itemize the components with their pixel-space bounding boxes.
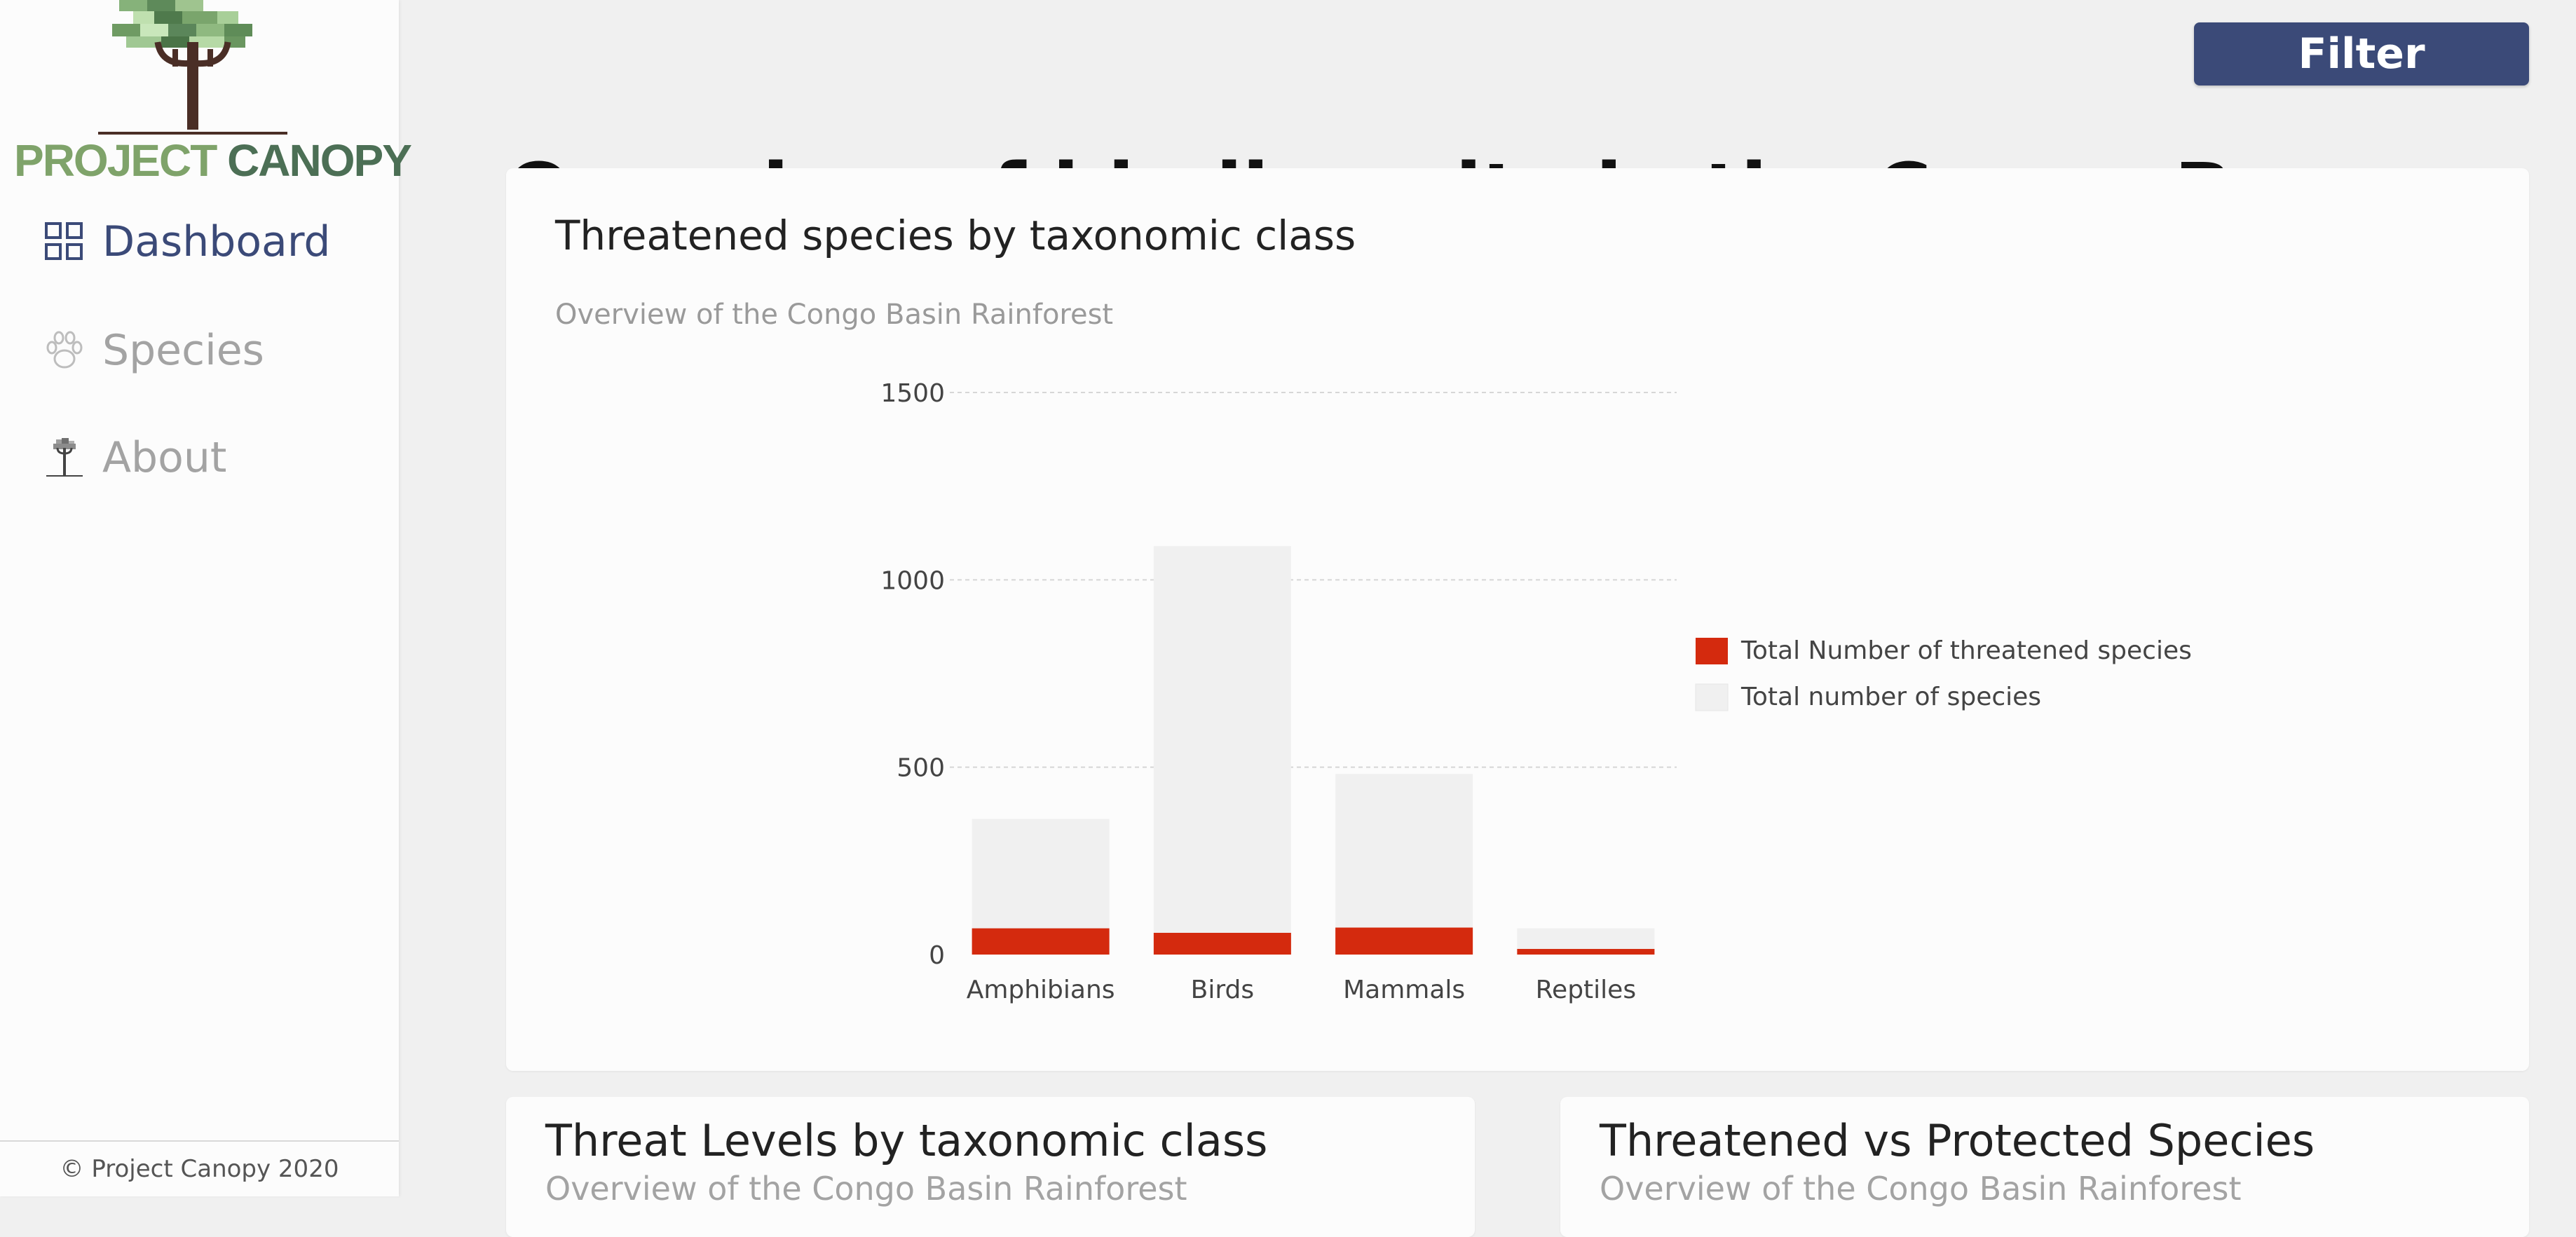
legend-swatch xyxy=(1696,638,1728,664)
card-title: Threatened species by taxonomic class xyxy=(555,212,1356,259)
logo-word-1: PROJECT xyxy=(14,135,217,186)
sidebar-item-dashboard[interactable]: Dashboard xyxy=(42,210,331,273)
project-canopy-logo[interactable]: PROJECT CANOPY xyxy=(7,0,412,186)
y-tick-label: 500 xyxy=(897,754,945,783)
bar-threatened-species xyxy=(1335,927,1473,955)
card-subtitle: Overview of the Congo Basin Rainforest xyxy=(545,1170,1187,1208)
tree-icon xyxy=(46,438,83,477)
legend-label: Total number of species xyxy=(1740,683,2041,711)
x-tick-label: Mammals xyxy=(1343,976,1465,1004)
card-title: Threatened vs Protected Species xyxy=(1600,1115,2315,1166)
sidebar: PROJECT CANOPY Dashboard Species xyxy=(0,0,412,1196)
sidebar-item-about[interactable]: About xyxy=(42,426,226,489)
threatened-species-chart: 0 500 1000 1500 Amphibians Birds Mammals Reptil… xyxy=(880,379,2192,1004)
x-tick-label: Birds xyxy=(1191,976,1254,1004)
sidebar-item-label: Species xyxy=(102,326,264,375)
sidebar-item-label: About xyxy=(102,433,227,482)
filter-button[interactable]: Filter xyxy=(2194,22,2529,86)
y-tick-label: 1000 xyxy=(880,566,945,595)
threat-levels-card: Threat Levels by taxonomic class Overvie… xyxy=(506,1097,1475,1237)
card-subtitle: Overview of the Congo Basin Rainforest xyxy=(1600,1170,2242,1208)
dashboard-grid-icon xyxy=(45,222,83,260)
sidebar-item-species[interactable]: Species xyxy=(42,319,264,382)
legend-swatch xyxy=(1695,683,1729,711)
card-subtitle: Overview of the Congo Basin Rainforest xyxy=(555,299,1114,331)
bar-threatened-species xyxy=(972,928,1110,955)
bar-total-species xyxy=(1153,546,1291,955)
tree-logo-icon xyxy=(98,0,287,135)
y-tick-label: 0 xyxy=(929,941,945,970)
threatened-vs-protected-card: Threatened vs Protected Species Overview… xyxy=(1560,1097,2529,1237)
x-tick-label: Amphibians xyxy=(967,976,1115,1004)
logo-text: PROJECT CANOPY xyxy=(14,135,412,186)
bar-total-species xyxy=(1335,774,1473,955)
y-tick-label: 1500 xyxy=(880,379,945,408)
sidebar-item-label: Dashboard xyxy=(102,217,331,266)
page-title: Overview of biodiversity in the Congo Ba… xyxy=(506,139,2329,168)
legend-label: Total Number of threatened species xyxy=(1740,636,2192,665)
threatened-species-card: Threatened species by taxonomic class Ov… xyxy=(506,168,2529,1071)
x-tick-label: Reptiles xyxy=(1536,976,1636,1004)
copyright-footer: © Project Canopy 2020 xyxy=(0,1140,399,1196)
logo-word-2: CANOPY xyxy=(227,135,412,186)
page-title-text: Overview of biodiversity in the Congo Ba… xyxy=(506,146,2329,168)
paw-icon xyxy=(46,331,83,369)
card-title: Threat Levels by taxonomic class xyxy=(545,1115,1268,1166)
bar-threatened-species xyxy=(1153,932,1291,955)
bar-threatened-species xyxy=(1517,948,1655,955)
